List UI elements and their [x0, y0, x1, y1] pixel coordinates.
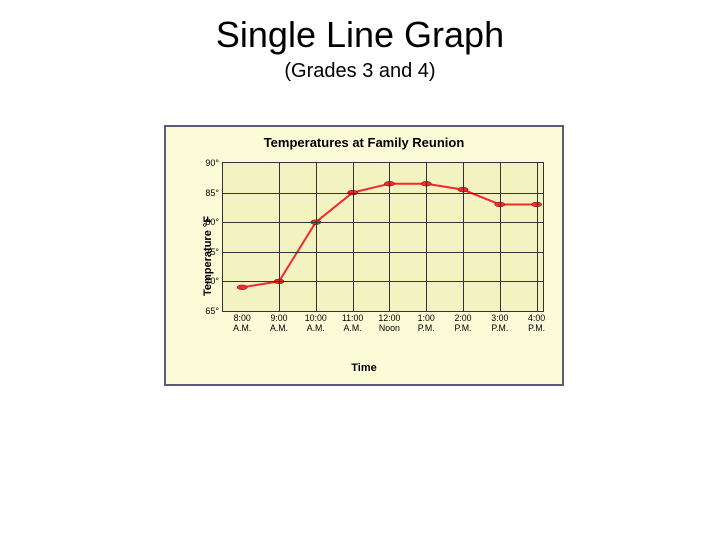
h-gridline	[223, 222, 543, 223]
chart-title: Temperatures at Family Reunion	[166, 127, 562, 156]
h-gridline	[223, 281, 543, 282]
x-tick-label: 8:00 A.M.	[233, 311, 251, 333]
x-tick-label: 3:00 P.M.	[491, 311, 508, 333]
chart-body: Temperature °F 65°70°75°80°85°90°8:00 A.…	[166, 156, 562, 356]
x-tick-label: 2:00 P.M.	[454, 311, 471, 333]
y-tick-label: 90°	[205, 158, 223, 168]
x-axis-label: Time	[166, 356, 562, 384]
v-gridline	[463, 163, 464, 311]
x-tick-label: 12:00 Noon	[378, 311, 400, 333]
plot-area: 65°70°75°80°85°90°8:00 A.M.9:00 A.M.10:0…	[222, 162, 544, 312]
y-tick-label: 80°	[205, 217, 223, 227]
x-tick-label: 10:00 A.M.	[305, 311, 327, 333]
h-gridline	[223, 193, 543, 194]
slide-subtitle: (Grades 3 and 4)	[0, 60, 720, 83]
y-tick-label: 65°	[205, 306, 223, 316]
h-gridline	[223, 252, 543, 253]
line-series	[223, 163, 543, 311]
y-tick-label: 70°	[205, 276, 223, 286]
plot-wrap: 65°70°75°80°85°90°8:00 A.M.9:00 A.M.10:0…	[222, 162, 544, 344]
x-tick-label: 9:00 A.M.	[270, 311, 288, 333]
v-gridline	[426, 163, 427, 311]
v-gridline	[537, 163, 538, 311]
v-gridline	[279, 163, 280, 311]
y-tick-label: 75°	[205, 247, 223, 257]
slide-title: Single Line Graph	[0, 0, 720, 56]
y-tick-label: 85°	[205, 188, 223, 198]
v-gridline	[500, 163, 501, 311]
v-gridline	[389, 163, 390, 311]
v-gridline	[316, 163, 317, 311]
x-tick-label: 1:00 P.M.	[418, 311, 435, 333]
series-marker	[237, 285, 247, 290]
x-tick-label: 11:00 A.M.	[342, 311, 363, 333]
chart-panel: Temperatures at Family Reunion Temperatu…	[164, 125, 564, 386]
v-gridline	[353, 163, 354, 311]
x-tick-label: 4:00 P.M.	[528, 311, 545, 333]
